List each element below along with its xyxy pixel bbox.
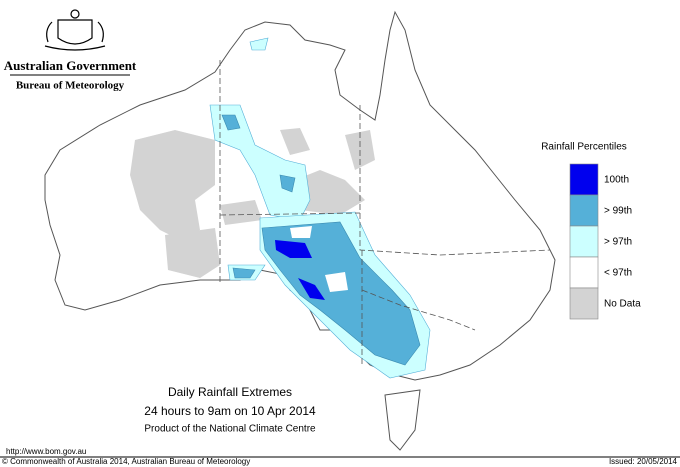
agency-name: Bureau of Meteorology	[16, 80, 125, 92]
legend-swatch	[569, 256, 599, 289]
footer-issued: Issued: 20/05/2014	[609, 457, 678, 466]
map-subtitle: 24 hours to 9am on 10 Apr 2014	[144, 404, 316, 418]
legend-label: No Data	[604, 299, 641, 310]
legend-swatch	[569, 163, 599, 196]
legend-swatch	[569, 225, 599, 258]
legend-label: > 99th	[604, 206, 632, 217]
legend-label: > 97th	[604, 237, 632, 248]
legend-label: 100th	[604, 175, 629, 186]
map-credit: Product of the National Climate Centre	[144, 424, 316, 435]
map-title: Daily Rainfall Extremes	[168, 385, 292, 399]
legend: 100th > 99th > 97th < 97th No Data	[569, 163, 641, 320]
footer-url: http://www.bom.gov.au	[6, 447, 86, 456]
legend-label: < 97th	[604, 268, 632, 279]
legend-swatch	[569, 287, 599, 320]
footer-copyright: © Commonwealth of Australia 2014, Austra…	[2, 457, 250, 466]
legend-title: Rainfall Percentiles	[541, 142, 627, 153]
government-name: Australian Government	[4, 58, 137, 73]
emblem	[44, 9, 106, 51]
legend-swatch	[569, 194, 599, 227]
australia-map	[44, 10, 556, 451]
